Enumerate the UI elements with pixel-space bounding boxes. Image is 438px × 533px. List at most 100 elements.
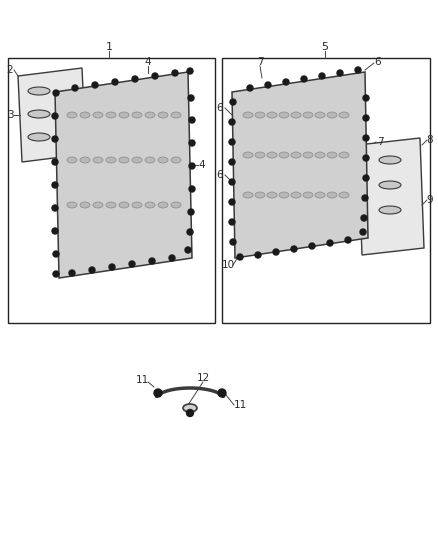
Ellipse shape: [279, 112, 289, 118]
Circle shape: [187, 68, 193, 74]
Ellipse shape: [93, 202, 103, 208]
Ellipse shape: [145, 112, 155, 118]
Circle shape: [69, 270, 75, 276]
Circle shape: [188, 95, 194, 101]
Circle shape: [363, 155, 369, 161]
Ellipse shape: [80, 157, 90, 163]
Ellipse shape: [119, 112, 129, 118]
Circle shape: [363, 135, 369, 141]
Text: 7: 7: [257, 57, 263, 67]
Text: 10: 10: [222, 260, 235, 270]
Ellipse shape: [158, 112, 168, 118]
Ellipse shape: [291, 112, 301, 118]
Ellipse shape: [267, 192, 277, 198]
Circle shape: [319, 73, 325, 79]
Ellipse shape: [28, 110, 50, 118]
Ellipse shape: [315, 192, 325, 198]
Ellipse shape: [315, 152, 325, 158]
Circle shape: [188, 209, 194, 215]
Ellipse shape: [255, 192, 265, 198]
Ellipse shape: [279, 152, 289, 158]
Circle shape: [189, 186, 195, 192]
Ellipse shape: [243, 112, 253, 118]
Ellipse shape: [255, 112, 265, 118]
Ellipse shape: [291, 192, 301, 198]
Ellipse shape: [339, 152, 349, 158]
Circle shape: [52, 113, 58, 119]
Ellipse shape: [339, 112, 349, 118]
Circle shape: [72, 85, 78, 91]
Circle shape: [229, 179, 235, 185]
Ellipse shape: [158, 157, 168, 163]
Circle shape: [273, 249, 279, 255]
Circle shape: [149, 258, 155, 264]
Ellipse shape: [327, 112, 337, 118]
Ellipse shape: [303, 192, 313, 198]
Ellipse shape: [255, 152, 265, 158]
Text: 11: 11: [135, 375, 148, 385]
Text: 12: 12: [196, 373, 210, 383]
Ellipse shape: [106, 157, 116, 163]
Text: 4: 4: [145, 57, 151, 67]
Circle shape: [218, 389, 226, 397]
Ellipse shape: [145, 157, 155, 163]
Ellipse shape: [67, 202, 77, 208]
Circle shape: [52, 136, 58, 142]
Circle shape: [52, 159, 58, 165]
Circle shape: [229, 139, 235, 145]
Circle shape: [283, 79, 289, 85]
Text: 3: 3: [7, 110, 13, 120]
Circle shape: [172, 70, 178, 76]
Circle shape: [89, 267, 95, 273]
Polygon shape: [18, 68, 86, 162]
Circle shape: [169, 255, 175, 261]
Circle shape: [247, 85, 253, 91]
Circle shape: [187, 229, 193, 235]
Ellipse shape: [80, 202, 90, 208]
Circle shape: [132, 76, 138, 82]
Ellipse shape: [171, 157, 181, 163]
Circle shape: [92, 82, 98, 88]
Circle shape: [229, 119, 235, 125]
Circle shape: [230, 239, 236, 245]
Ellipse shape: [303, 152, 313, 158]
Ellipse shape: [327, 152, 337, 158]
Ellipse shape: [119, 202, 129, 208]
Text: 11: 11: [233, 400, 247, 410]
Text: 8: 8: [427, 135, 433, 145]
Ellipse shape: [339, 192, 349, 198]
Text: 9: 9: [427, 195, 433, 205]
Circle shape: [337, 70, 343, 76]
Text: 1: 1: [106, 42, 113, 52]
Circle shape: [362, 195, 368, 201]
Ellipse shape: [106, 112, 116, 118]
Circle shape: [53, 251, 59, 257]
Polygon shape: [55, 72, 192, 278]
Ellipse shape: [379, 206, 401, 214]
Circle shape: [52, 182, 58, 188]
Ellipse shape: [132, 202, 142, 208]
Text: 6: 6: [217, 103, 223, 113]
Circle shape: [265, 82, 271, 88]
Circle shape: [129, 261, 135, 267]
Text: 4: 4: [199, 160, 205, 170]
Text: 7: 7: [377, 137, 383, 147]
Ellipse shape: [132, 112, 142, 118]
Polygon shape: [232, 72, 368, 258]
Bar: [222, 58, 430, 323]
Text: 5: 5: [321, 42, 328, 52]
Ellipse shape: [379, 156, 401, 164]
Ellipse shape: [171, 112, 181, 118]
Circle shape: [109, 264, 115, 270]
Ellipse shape: [28, 133, 50, 141]
Ellipse shape: [315, 112, 325, 118]
Circle shape: [230, 99, 236, 105]
Text: 6: 6: [217, 170, 223, 180]
Ellipse shape: [243, 192, 253, 198]
Circle shape: [301, 76, 307, 82]
Ellipse shape: [243, 152, 253, 158]
Circle shape: [361, 215, 367, 221]
Circle shape: [360, 229, 366, 235]
Circle shape: [152, 73, 158, 79]
Polygon shape: [358, 138, 424, 255]
